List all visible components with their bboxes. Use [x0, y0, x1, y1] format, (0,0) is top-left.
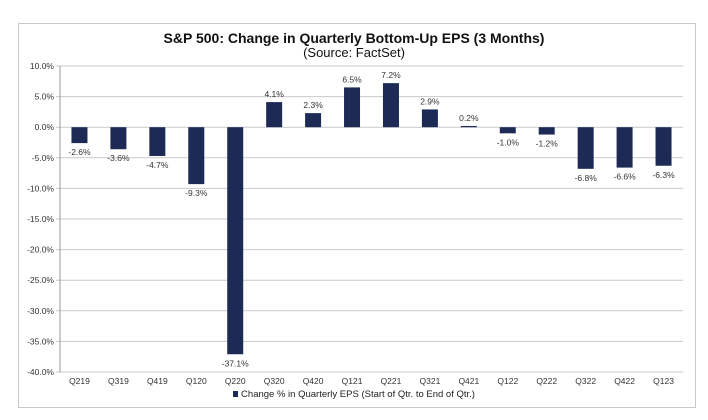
bar-Q121 [344, 87, 361, 128]
legend-label: Change % in Quarterly EPS (Start of Qtr.… [241, 389, 475, 400]
y-tick-label: -20.0% [27, 245, 54, 255]
bar-Q319 [110, 127, 127, 150]
data-label: 7.2% [381, 70, 401, 80]
y-tick-label: 5.0% [35, 92, 55, 102]
x-tick-label: Q422 [614, 376, 635, 386]
bar-Q322 [577, 127, 594, 169]
bar-Q320 [266, 102, 283, 128]
data-label: -9.3% [185, 188, 208, 198]
x-tick-label: Q419 [147, 376, 168, 386]
y-tick-label: -15.0% [27, 214, 54, 224]
x-tick-label: Q122 [497, 376, 518, 386]
x-tick-label: Q220 [225, 376, 246, 386]
chart-title: S&P 500: Change in Quarterly Bottom-Up E… [163, 30, 545, 46]
x-tick-label: Q420 [303, 376, 324, 386]
x-tick-label: Q321 [420, 376, 441, 386]
data-label: 0.2% [459, 113, 479, 123]
y-tick-label: 0.0% [35, 122, 55, 132]
x-tick-label: Q222 [536, 376, 557, 386]
data-label: -37.1% [222, 358, 249, 368]
x-tick-label: Q120 [186, 376, 207, 386]
data-label: -6.6% [613, 172, 636, 182]
y-tick-label: -5.0% [32, 153, 55, 163]
y-tick-label: -10.0% [27, 183, 54, 193]
bar-Q221 [382, 83, 399, 128]
bar-Q421 [460, 125, 477, 128]
x-tick-label: Q219 [69, 376, 90, 386]
data-label: -6.8% [575, 173, 598, 183]
chart-frame [18, 23, 696, 408]
bar-Q122 [499, 127, 516, 134]
data-label: 4.1% [264, 89, 284, 99]
data-label: -1.0% [497, 137, 520, 147]
bar-Q321 [421, 109, 438, 128]
bar-Q422 [616, 127, 633, 168]
chart-subtitle: (Source: FactSet) [303, 45, 405, 60]
x-tick-label: Q322 [575, 376, 596, 386]
y-tick-label: -30.0% [27, 306, 54, 316]
x-tick-label: Q121 [342, 376, 363, 386]
bar-Q123 [655, 127, 672, 166]
data-label: -6.3% [652, 170, 675, 180]
x-tick-label: Q320 [264, 376, 285, 386]
y-tick-label: -40.0% [27, 367, 54, 377]
y-tick-label: 10.0% [30, 61, 55, 71]
bar-Q120 [188, 127, 205, 185]
data-label: -4.7% [146, 160, 169, 170]
y-tick-label: -25.0% [27, 275, 54, 285]
data-label: -1.2% [536, 139, 559, 149]
legend-swatch [233, 391, 239, 397]
bar-Q220 [227, 127, 244, 355]
x-tick-label: Q421 [458, 376, 479, 386]
data-label: 6.5% [342, 74, 362, 84]
y-tick-label: -35.0% [27, 336, 54, 346]
bar-Q222 [538, 127, 555, 135]
data-label: 2.9% [420, 96, 440, 106]
data-label: -2.6% [68, 147, 91, 157]
bar-Q419 [149, 127, 166, 156]
data-label: 2.3% [303, 100, 323, 110]
bar-Q219 [71, 127, 88, 144]
bar-Q420 [305, 113, 322, 128]
data-label: -3.6% [107, 153, 130, 163]
x-tick-label: Q123 [653, 376, 674, 386]
legend: Change % in Quarterly EPS (Start of Qtr.… [0, 389, 708, 400]
x-tick-label: Q319 [108, 376, 129, 386]
x-tick-label: Q221 [381, 376, 402, 386]
